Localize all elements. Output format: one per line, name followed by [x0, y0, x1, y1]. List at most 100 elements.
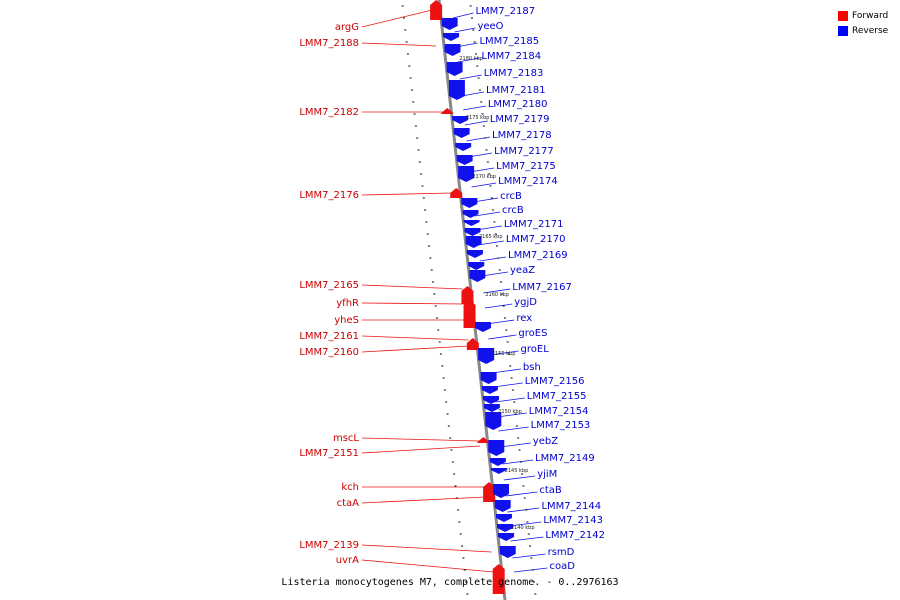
- reverse-gene-label[interactable]: yebZ: [533, 436, 558, 447]
- reverse-gene-feature[interactable]: [495, 514, 512, 522]
- reverse-gene-feature[interactable]: [485, 412, 502, 430]
- reverse-gene-label[interactable]: groES: [518, 328, 547, 339]
- reverse-gene-label[interactable]: LMM7_2167: [512, 282, 572, 293]
- forward-gene-label[interactable]: yheS: [334, 315, 359, 326]
- reverse-gene-feature[interactable]: [483, 404, 500, 412]
- reverse-gene-label[interactable]: LMM7_2169: [508, 250, 568, 261]
- forward-gene-feature[interactable]: [463, 300, 476, 328]
- reverse-gene-label[interactable]: crcB: [500, 191, 522, 202]
- forward-leader-line: [361, 284, 463, 290]
- forward-gene-label[interactable]: LMM7_2139: [299, 540, 359, 551]
- forward-gene-label[interactable]: mscL: [333, 433, 359, 444]
- reverse-gene-feature[interactable]: [456, 155, 473, 165]
- reverse-gene-label[interactable]: LMM7_2185: [479, 36, 539, 47]
- reverse-gene-label[interactable]: LMM7_2181: [486, 85, 546, 96]
- reverse-gene-feature[interactable]: [493, 484, 510, 498]
- forward-gene-label[interactable]: uvrA: [336, 555, 359, 566]
- forward-gene-feature[interactable]: [466, 338, 479, 350]
- reverse-gene-label[interactable]: rsmD: [548, 547, 575, 558]
- reverse-gene-feature[interactable]: [461, 198, 478, 208]
- legend-forward[interactable]: Forward: [838, 8, 888, 23]
- reverse-gene-feature[interactable]: [448, 80, 465, 100]
- reverse-gene-label[interactable]: LMM7_2154: [529, 406, 589, 417]
- reverse-gene-feature[interactable]: [490, 468, 507, 474]
- reverse-gene-label[interactable]: coaD: [549, 561, 575, 572]
- reverse-gene-feature[interactable]: [481, 386, 498, 394]
- forward-gene-label[interactable]: argG: [335, 22, 359, 33]
- reverse-gene-label[interactable]: yeeO: [477, 21, 503, 32]
- forward-gene-label[interactable]: ctaA: [337, 498, 360, 509]
- reverse-gene-feature[interactable]: [466, 250, 483, 258]
- reverse-gene-feature[interactable]: [488, 440, 505, 456]
- reverse-gene-feature[interactable]: [462, 210, 479, 218]
- forward-gene-label[interactable]: LMM7_2151: [299, 448, 359, 459]
- reverse-gene-label[interactable]: rex: [516, 313, 532, 324]
- reverse-gene-label[interactable]: LMM7_2144: [541, 501, 601, 512]
- reverse-gene-feature[interactable]: [446, 62, 463, 76]
- forward-gene-label[interactable]: LMM7_2165: [299, 280, 359, 291]
- forward-gene-feature[interactable]: [477, 437, 490, 443]
- reverse-gene-label[interactable]: LMM7_2179: [490, 114, 550, 125]
- reverse-gene-label[interactable]: ctaB: [539, 485, 562, 496]
- reverse-gene-label[interactable]: LMM7_2187: [475, 6, 535, 17]
- reverse-gene-label[interactable]: LMM7_2155: [527, 391, 587, 402]
- reverse-gene-label[interactable]: LMM7_2183: [484, 68, 544, 79]
- reverse-gene-label[interactable]: bsh: [523, 362, 541, 373]
- reverse-gene-feature[interactable]: [494, 500, 511, 512]
- reverse-gene-label[interactable]: ygjD: [514, 297, 537, 308]
- forward-gene-label[interactable]: yfhR: [336, 298, 359, 309]
- forward-gene-label[interactable]: LMM7_2161: [299, 331, 359, 342]
- reverse-gene-feature[interactable]: [455, 143, 472, 151]
- reverse-gene-feature[interactable]: [458, 166, 475, 182]
- reverse-leader-line: [466, 136, 491, 142]
- reverse-gene-feature[interactable]: [463, 220, 480, 226]
- reverse-gene-feature[interactable]: [489, 458, 506, 466]
- reverse-gene-feature[interactable]: [498, 533, 515, 541]
- reverse-leader-line: [463, 105, 486, 111]
- forward-gene-label[interactable]: kch: [341, 482, 359, 493]
- forward-gene-label[interactable]: LMM7_2176: [299, 190, 359, 201]
- reverse-gene-label[interactable]: LMM7_2174: [498, 176, 558, 187]
- reverse-gene-feature[interactable]: [452, 116, 469, 124]
- reverse-gene-label[interactable]: yeaZ: [510, 265, 535, 276]
- reverse-gene-label[interactable]: groEL: [521, 344, 550, 355]
- forward-gene-feature[interactable]: [483, 482, 496, 502]
- reverse-gene-feature[interactable]: [483, 396, 499, 404]
- reverse-gene-label[interactable]: LMM7_2143: [543, 515, 603, 526]
- reverse-gene-feature[interactable]: [480, 372, 497, 384]
- forward-gene-feature[interactable]: [441, 108, 454, 114]
- reverse-gene-label[interactable]: yjiM: [537, 469, 557, 480]
- reverse-gene-label[interactable]: LMM7_2180: [488, 99, 548, 110]
- reverse-gene-label[interactable]: LMM7_2175: [496, 161, 556, 172]
- reverse-gene-label[interactable]: LMM7_2184: [481, 51, 541, 62]
- reverse-gene-label[interactable]: LMM7_2153: [531, 420, 591, 431]
- reverse-gene-feature[interactable]: [441, 18, 458, 30]
- reverse-gene-feature[interactable]: [469, 270, 486, 282]
- forward-gene-feature[interactable]: [430, 0, 443, 20]
- legend-reverse[interactable]: Reverse: [838, 23, 888, 38]
- reverse-gene-label[interactable]: crcB: [502, 205, 524, 216]
- reverse-gene-label[interactable]: LMM7_2149: [535, 453, 595, 464]
- reverse-gene-label[interactable]: LMM7_2171: [504, 219, 564, 230]
- forward-gene-label[interactable]: LMM7_2160: [299, 347, 359, 358]
- forward-gene-feature[interactable]: [492, 564, 505, 594]
- reverse-gene-feature[interactable]: [453, 128, 470, 138]
- reverse-gene-feature[interactable]: [444, 44, 461, 56]
- forward-leader-line: [361, 496, 486, 504]
- forward-gene-label[interactable]: LMM7_2188: [299, 38, 359, 49]
- forward-gene-feature[interactable]: [461, 286, 474, 304]
- reverse-gene-feature[interactable]: [499, 546, 516, 558]
- reverse-gene-feature[interactable]: [465, 236, 482, 248]
- reverse-gene-label[interactable]: LMM7_2142: [545, 530, 605, 541]
- reverse-leader-line: [459, 74, 482, 80]
- reverse-gene-feature[interactable]: [474, 322, 491, 332]
- forward-gene-feature[interactable]: [450, 188, 463, 198]
- reverse-gene-feature[interactable]: [443, 33, 460, 41]
- reverse-gene-label[interactable]: LMM7_2156: [525, 376, 585, 387]
- reverse-gene-label[interactable]: LMM7_2178: [492, 130, 552, 141]
- reverse-gene-label[interactable]: LMM7_2177: [494, 146, 554, 157]
- reverse-gene-feature[interactable]: [468, 262, 485, 270]
- reverse-gene-label[interactable]: LMM7_2170: [506, 234, 566, 245]
- reverse-gene-feature[interactable]: [478, 348, 495, 364]
- forward-gene-label[interactable]: LMM7_2182: [299, 107, 359, 118]
